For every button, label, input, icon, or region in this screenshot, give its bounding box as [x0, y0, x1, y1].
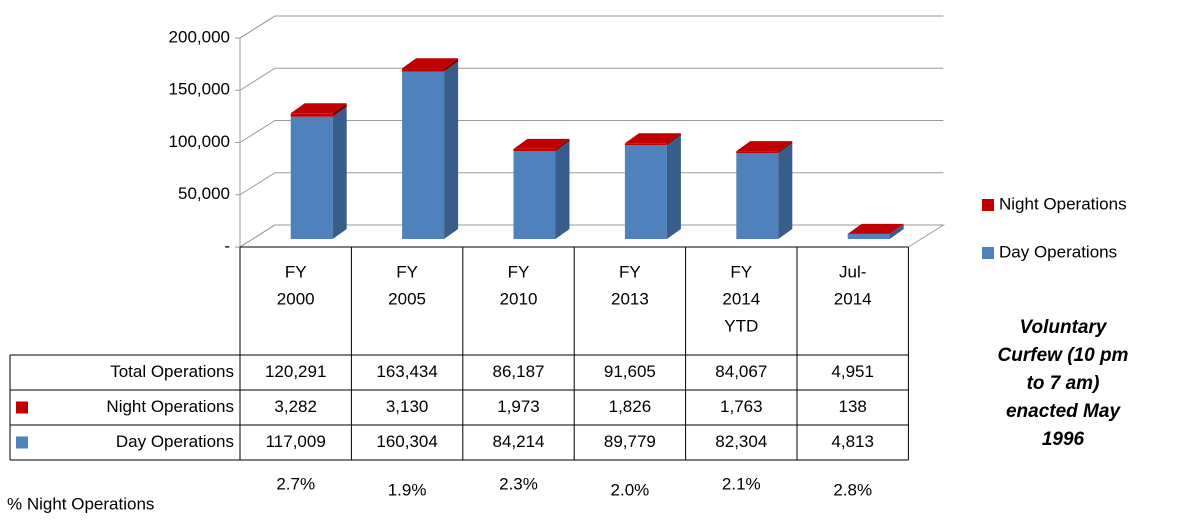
x-tick-label: 2005 — [388, 289, 426, 308]
x-tick-label: 2013 — [611, 289, 649, 308]
table-cell: 3,130 — [386, 397, 429, 416]
y-tick-label: 200,000 — [169, 27, 230, 46]
table-cell: 120,291 — [265, 362, 326, 381]
x-tick-label: FY — [396, 262, 418, 281]
bar-front — [514, 149, 556, 151]
y-tick-label: - — [224, 236, 230, 255]
bar-side — [333, 107, 347, 239]
table-cell: 1,973 — [497, 397, 540, 416]
x-tick-label: FY — [508, 262, 530, 281]
share-value: 2.1% — [722, 474, 761, 493]
legend-key — [982, 247, 994, 259]
bar-side — [556, 141, 570, 239]
annotation: enacted May — [1006, 401, 1121, 422]
table-cell: 1,826 — [609, 397, 652, 416]
table-cell: 84,214 — [493, 432, 545, 451]
table-cell: 91,605 — [604, 362, 656, 381]
y-tick-label: 100,000 — [169, 132, 230, 151]
table-cell: 86,187 — [493, 362, 545, 381]
x-tick-label: YTD — [724, 316, 758, 335]
table-cell: 1,763 — [720, 397, 763, 416]
share-value: 2.8% — [833, 480, 872, 499]
table-cell: 84,067 — [715, 362, 767, 381]
bar-front — [402, 68, 444, 71]
row-label: Total Operations — [110, 362, 234, 381]
x-tick-label: 2014 — [722, 289, 760, 308]
bar-front — [848, 234, 890, 239]
bar-front — [291, 117, 333, 239]
annotation: Voluntary — [1020, 317, 1108, 338]
grid-line — [240, 68, 943, 90]
bar-front — [736, 151, 778, 153]
legend-key — [982, 199, 994, 211]
annotation: Curfew (10 pm — [998, 345, 1129, 366]
share-value: 2.0% — [611, 480, 650, 499]
bar-front — [291, 113, 333, 116]
table-cell: 4,951 — [831, 362, 874, 381]
bar-side — [667, 135, 681, 239]
x-tick-label: 2014 — [834, 289, 872, 308]
bar-front — [736, 153, 778, 239]
share-value: 2.3% — [499, 474, 538, 493]
x-tick-label: 2000 — [277, 289, 315, 308]
annotation: 1996 — [1042, 429, 1085, 450]
bar-front — [514, 151, 556, 239]
grid-line — [240, 16, 943, 38]
table-cell: 89,779 — [604, 432, 656, 451]
bar-side — [778, 143, 792, 239]
row-label: Day Operations — [116, 432, 234, 451]
x-tick-label: FY — [730, 262, 752, 281]
x-tick-label: Jul- — [839, 262, 866, 281]
table-cell: 117,009 — [266, 432, 326, 451]
y-tick-label: 50,000 — [178, 184, 230, 203]
table-cell: 82,304 — [715, 432, 767, 451]
row-label: Night Operations — [106, 397, 234, 416]
bar-side — [444, 61, 458, 239]
annotation: to 7 am) — [1027, 373, 1100, 394]
table-cell: 160,304 — [376, 432, 437, 451]
legend-label: Night Operations — [999, 194, 1127, 213]
bar-front — [625, 145, 667, 239]
legend-key — [16, 437, 28, 449]
table-cell: 4,813 — [831, 432, 874, 451]
bar-front — [402, 71, 444, 239]
table-cell: 3,282 — [274, 397, 317, 416]
x-tick-label: 2010 — [500, 289, 538, 308]
row-label: % Night Operations — [7, 494, 154, 513]
bar-front — [625, 143, 667, 145]
x-tick-label: FY — [619, 262, 641, 281]
table-cell: 163,434 — [376, 362, 437, 381]
x-tick-label: FY — [285, 262, 307, 281]
share-value: 1.9% — [388, 480, 427, 499]
share-value: 2.7% — [276, 474, 315, 493]
table-cell: 138 — [839, 397, 867, 416]
legend-key — [16, 402, 28, 414]
y-tick-label: 150,000 — [169, 80, 230, 99]
legend-label: Day Operations — [999, 242, 1117, 261]
